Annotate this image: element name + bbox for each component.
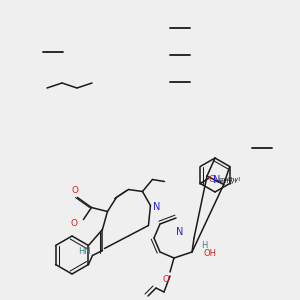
Text: HN: HN: [78, 247, 91, 256]
Text: O: O: [163, 274, 170, 284]
Text: methyl: methyl: [218, 178, 240, 182]
Text: O: O: [72, 186, 79, 195]
Text: O: O: [71, 219, 78, 228]
Text: OH: OH: [203, 250, 217, 259]
Text: H: H: [201, 242, 207, 250]
Text: O: O: [209, 175, 216, 184]
Text: N: N: [176, 227, 184, 237]
Text: N: N: [213, 175, 221, 185]
Text: methyl: methyl: [214, 179, 236, 184]
Text: N: N: [153, 202, 160, 212]
